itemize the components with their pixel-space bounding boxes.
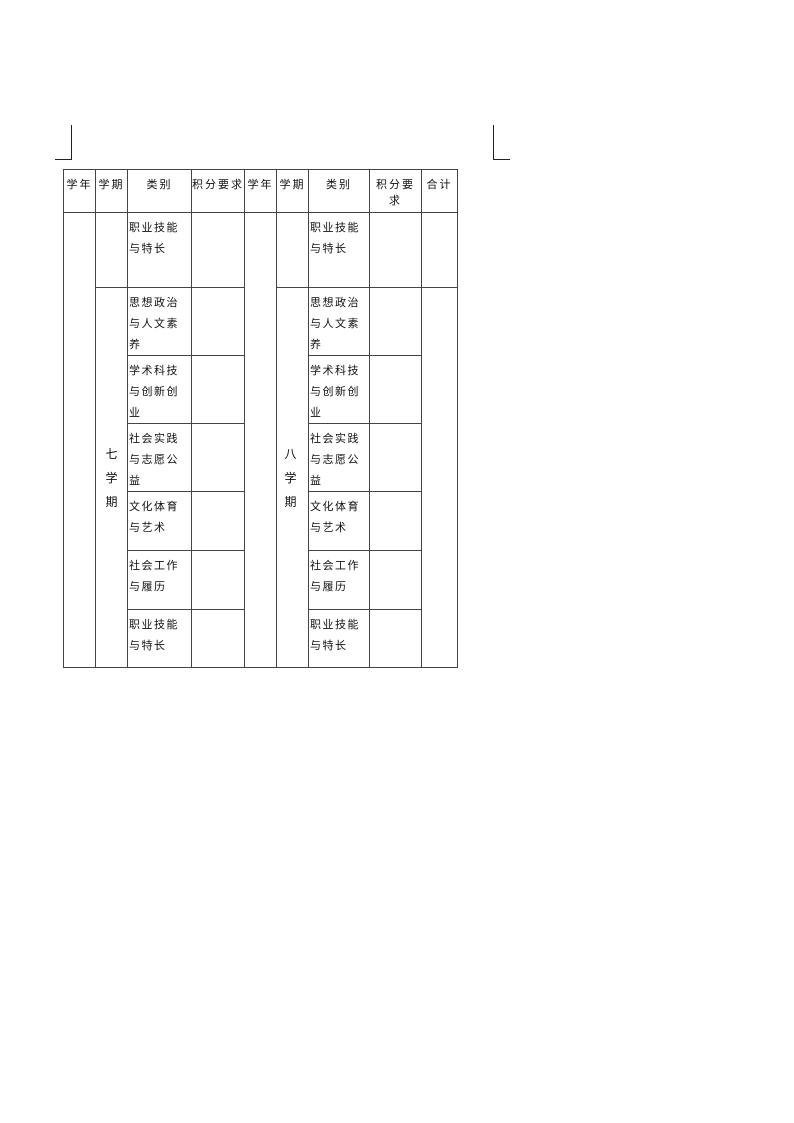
category-cell: 社会实践与志愿公益	[127, 423, 192, 492]
total-cell[interactable]	[421, 287, 458, 668]
credit-cell[interactable]	[369, 609, 422, 668]
table-row: 七学期 思想政治与人文素养 八学期 思想政治与人文素养	[64, 287, 458, 668]
category-cell: 学术科技与创新创业	[308, 355, 370, 424]
header-semester: 学期	[276, 169, 309, 213]
header-credit-requirement: 积分要求	[369, 169, 422, 213]
credit-cell[interactable]	[369, 550, 422, 610]
credit-cell[interactable]	[369, 423, 422, 492]
category-cell: 职业技能与特长	[308, 609, 370, 668]
credit-cell[interactable]	[191, 491, 245, 551]
category-cell: 文化体育与艺术	[127, 491, 192, 551]
header-category: 类别	[127, 169, 192, 213]
header-year: 学年	[244, 169, 277, 213]
credit-cell[interactable]	[191, 550, 245, 610]
category-cell: 学术科技与创新创业	[127, 355, 192, 424]
semester-label: 七学期	[105, 446, 118, 509]
category-cell: 职业技能与特长	[127, 212, 192, 288]
category-cell: 文化体育与艺术	[308, 491, 370, 551]
table-row: 职业技能与特长 职业技能与特长	[63, 212, 458, 668]
credit-cell[interactable]	[369, 212, 422, 288]
semester-cell-left[interactable]	[95, 212, 128, 288]
category-cell: 职业技能与特长	[308, 212, 370, 288]
semester-label: 八学期	[284, 446, 301, 509]
credit-cell[interactable]	[369, 355, 422, 424]
header-year: 学年	[63, 169, 96, 213]
credit-cell[interactable]	[191, 355, 245, 424]
table-row: 文化体育与艺术 文化体育与艺术	[64, 491, 458, 551]
category-cell: 社会实践与志愿公益	[308, 423, 370, 492]
category-cell: 社会工作与履历	[127, 550, 192, 610]
year-cell-right[interactable]	[244, 212, 277, 668]
semester-cell-right[interactable]	[276, 212, 309, 288]
credit-cell[interactable]	[191, 423, 245, 492]
crop-mark-top-left	[55, 159, 72, 160]
header-credit-requirement: 积分要求	[191, 169, 245, 213]
header-total: 合计	[421, 169, 458, 213]
crop-mark-top-left	[71, 125, 72, 160]
credit-cell[interactable]	[191, 609, 245, 668]
crop-mark-top-right	[493, 125, 494, 160]
category-cell: 社会工作与履历	[308, 550, 370, 610]
table-row: 社会实践与志愿公益 社会实践与志愿公益	[64, 423, 458, 492]
total-cell[interactable]	[421, 212, 458, 288]
header-row: 学年 学期 类别 积分要求 学年 学期 类别 积分要求 合计	[63, 169, 458, 213]
credit-table: 学年 学期 类别 积分要求 学年 学期 类别 积分要求 合计 职业技能与特长 职…	[63, 169, 458, 668]
category-cell: 职业技能与特长	[127, 609, 192, 668]
semester-cell-right: 八学期	[276, 287, 309, 668]
header-category: 类别	[308, 169, 370, 213]
table-row: 学术科技与创新创业 学术科技与创新创业	[64, 355, 458, 424]
category-cell: 思想政治与人文素养	[308, 287, 370, 356]
header-semester: 学期	[95, 169, 128, 213]
credit-cell[interactable]	[191, 287, 245, 356]
crop-mark-top-right	[493, 159, 510, 160]
table-row: 社会工作与履历 社会工作与履历	[64, 550, 458, 610]
credit-cell[interactable]	[369, 287, 422, 356]
credit-cell[interactable]	[191, 212, 245, 288]
semester-cell-left: 七学期	[95, 287, 128, 668]
credit-cell[interactable]	[369, 491, 422, 551]
category-cell: 思想政治与人文素养	[127, 287, 192, 356]
year-cell-left[interactable]	[63, 212, 96, 668]
table-row: 职业技能与特长 职业技能与特长	[64, 609, 458, 668]
